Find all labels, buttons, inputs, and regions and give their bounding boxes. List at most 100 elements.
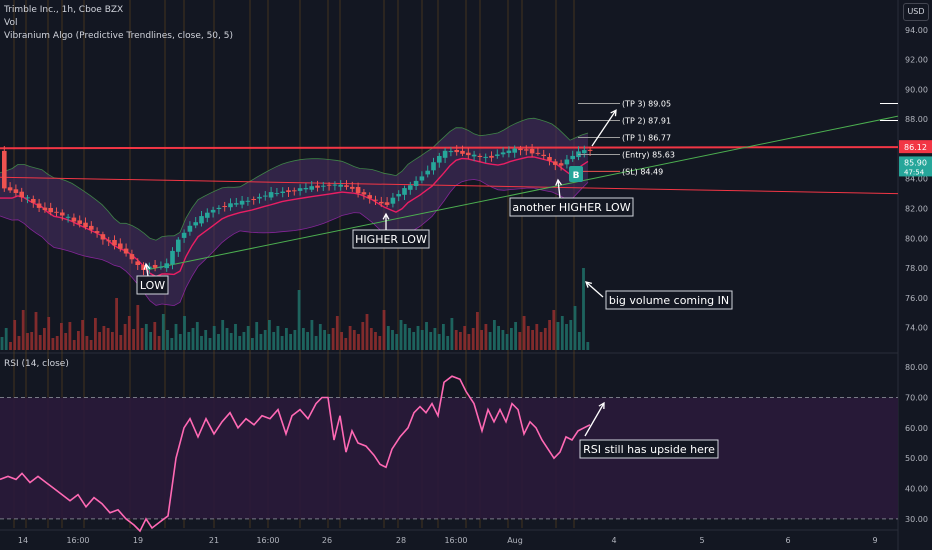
volume-bar [21,310,25,350]
candle-body [19,191,24,198]
volume-bar [420,330,424,350]
candle-body [54,211,59,213]
resistance-tag: 86.12 [904,143,927,152]
volume-bar [335,316,339,350]
low-arrow [145,263,149,277]
big-volume-arrow [585,281,604,298]
candle-body [13,189,19,193]
volume-bar [386,326,390,350]
candle-body [315,185,320,188]
big-volume-arrow-head [584,281,592,288]
candle-body [31,199,36,203]
volume-bar [234,324,237,350]
volume-bar [535,324,539,350]
volume-bar [77,331,80,350]
volume-bar [518,332,522,350]
volume-bar [132,329,135,350]
volume-bar [331,328,335,350]
volume-bar [34,312,38,350]
volume-bar [55,336,59,350]
volume-bar [47,317,51,350]
volume-bar [208,338,212,350]
candle-body [193,222,198,226]
candle-body [280,191,285,193]
candle-body [239,200,245,205]
volume-bar [501,330,505,350]
volume-bar [429,332,433,350]
candle-body [112,240,117,246]
volume-bar [81,320,84,350]
candle-body [292,190,297,192]
volume-bar [459,332,462,350]
volume-bar [221,320,225,350]
candle-body [25,197,30,199]
moving-average [0,156,589,278]
candle-body [408,185,413,190]
volume-bar [403,324,407,350]
volume-bar [60,323,63,350]
candle-body [547,157,552,161]
candle-body [524,149,529,151]
volume-bar [327,334,331,350]
volume-bar [43,328,46,350]
price-tick: 84.00 [905,175,928,184]
volume-bar [348,326,352,350]
resistance-tag-bg [899,140,932,154]
volume-indicator-label: Vol [4,18,18,28]
volume-bar [344,338,348,350]
candle-body [500,152,506,155]
candle-body [587,149,593,151]
time-tick: 5 [699,536,704,545]
candle-body [152,265,158,268]
low-arrow-head [143,262,151,270]
volume-bar [72,340,76,350]
candle-body [234,203,239,205]
volume-bar [442,324,445,350]
volume-bar [259,334,263,350]
volume-bar [280,336,284,350]
candle-body [350,186,355,189]
volume-bar [144,324,148,350]
candle-body [210,209,216,213]
volume-bar [480,330,483,350]
time-tick: 16:00 [66,536,89,545]
tp3-level: (TP 3) 89.05 [622,100,671,109]
volume-bar [246,326,250,350]
candle-body [321,185,326,187]
volume-bar [30,332,34,350]
candle-body [419,176,425,181]
vibranium-bands [0,117,589,307]
volume-bar [200,336,203,350]
candle-body [100,234,106,240]
volume-bar [484,324,488,350]
time-tick: 21 [209,536,219,545]
time-tick: 14 [18,536,28,545]
volume-bar [106,328,110,350]
volume-bar [340,332,343,350]
volume-bar [51,338,55,350]
volume-bar [191,328,195,350]
ascending-trendline [147,115,899,271]
candle-body [274,193,280,195]
volume-bar [0,337,4,350]
rsi-upside-label-box [579,439,719,459]
candle-body [489,155,494,158]
time-tick: 6 [785,536,790,545]
higher-low-label-box [352,229,430,249]
candle-body [36,203,42,208]
currency-badge[interactable]: USD [903,3,929,21]
candle-body [141,265,146,270]
candle-body [570,155,575,160]
candle-body [442,150,448,158]
volume-bar [467,334,471,350]
candle-body [77,220,82,224]
volume-bar [514,322,517,350]
candle-body [65,216,71,218]
candle-body [7,187,13,191]
volume-bar [225,328,229,350]
rsi-upside-arrow-head [598,401,605,410]
volume-bar [365,314,369,350]
volume-bar [425,322,428,350]
candle-body [158,266,164,268]
